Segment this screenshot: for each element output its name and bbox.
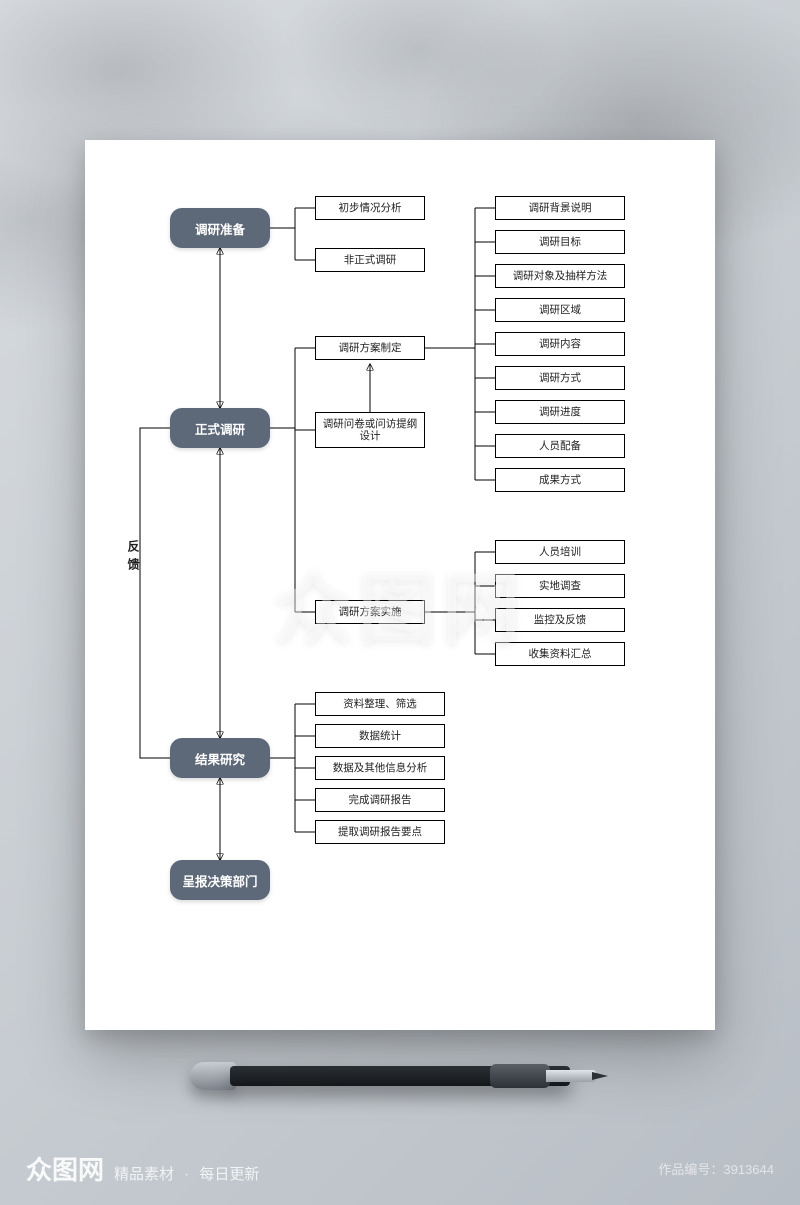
product-id-value: 3913644 bbox=[723, 1162, 774, 1177]
footer-brand: 众图网 精品素材 · 每日更新 bbox=[26, 1150, 259, 1187]
detail-node: 调研对象及抽样方法 bbox=[495, 264, 625, 288]
mid-node: 初步情况分析 bbox=[315, 196, 425, 220]
brand-name: 众图网 bbox=[26, 1150, 104, 1187]
dot-separator-icon: · bbox=[184, 1166, 189, 1184]
main-node-formal: 正式调研 bbox=[170, 408, 270, 448]
product-id-label: 作品编号： bbox=[658, 1162, 723, 1177]
detail-node: 监控及反馈 bbox=[495, 608, 625, 632]
detail-node: 人员培训 bbox=[495, 540, 625, 564]
mid-node: 调研方案实施 bbox=[315, 600, 425, 624]
detail-node: 收集资料汇总 bbox=[495, 642, 625, 666]
result-node: 提取调研报告要点 bbox=[315, 820, 445, 844]
detail-node: 成果方式 bbox=[495, 468, 625, 492]
mid-node: 非正式调研 bbox=[315, 248, 425, 272]
product-id: 作品编号：3913644 bbox=[658, 1159, 774, 1178]
result-node: 资料整理、筛选 bbox=[315, 692, 445, 716]
main-node-report: 呈报决策部门 bbox=[170, 860, 270, 900]
detail-node: 实地调查 bbox=[495, 574, 625, 598]
detail-node: 调研方式 bbox=[495, 366, 625, 390]
footer-tagline-b: 每日更新 bbox=[199, 1163, 259, 1184]
detail-node: 调研背景说明 bbox=[495, 196, 625, 220]
detail-node: 调研进度 bbox=[495, 400, 625, 424]
detail-node: 调研区域 bbox=[495, 298, 625, 322]
main-node-result: 结果研究 bbox=[170, 738, 270, 778]
footer-bar: 众图网 精品素材 · 每日更新 作品编号：3913644 bbox=[0, 1150, 800, 1187]
flowchart-diagram: 调研准备 正式调研 结果研究 呈报决策部门 初步情况分析 非正式调研 调研方案制… bbox=[85, 140, 715, 1030]
detail-node: 人员配备 bbox=[495, 434, 625, 458]
result-node: 数据及其他信息分析 bbox=[315, 756, 445, 780]
feedback-label: 反馈 bbox=[125, 540, 142, 576]
result-node: 数据统计 bbox=[315, 724, 445, 748]
result-node: 完成调研报告 bbox=[315, 788, 445, 812]
pen-prop bbox=[190, 1060, 610, 1092]
detail-node: 调研内容 bbox=[495, 332, 625, 356]
detail-node: 调研目标 bbox=[495, 230, 625, 254]
mid-node: 调研方案制定 bbox=[315, 336, 425, 360]
paper-sheet: 调研准备 正式调研 结果研究 呈报决策部门 初步情况分析 非正式调研 调研方案制… bbox=[85, 140, 715, 1030]
mid-node: 调研问卷或问访提纲设计 bbox=[315, 412, 425, 448]
main-node-prep: 调研准备 bbox=[170, 208, 270, 248]
footer-tagline-a: 精品素材 bbox=[114, 1163, 174, 1184]
